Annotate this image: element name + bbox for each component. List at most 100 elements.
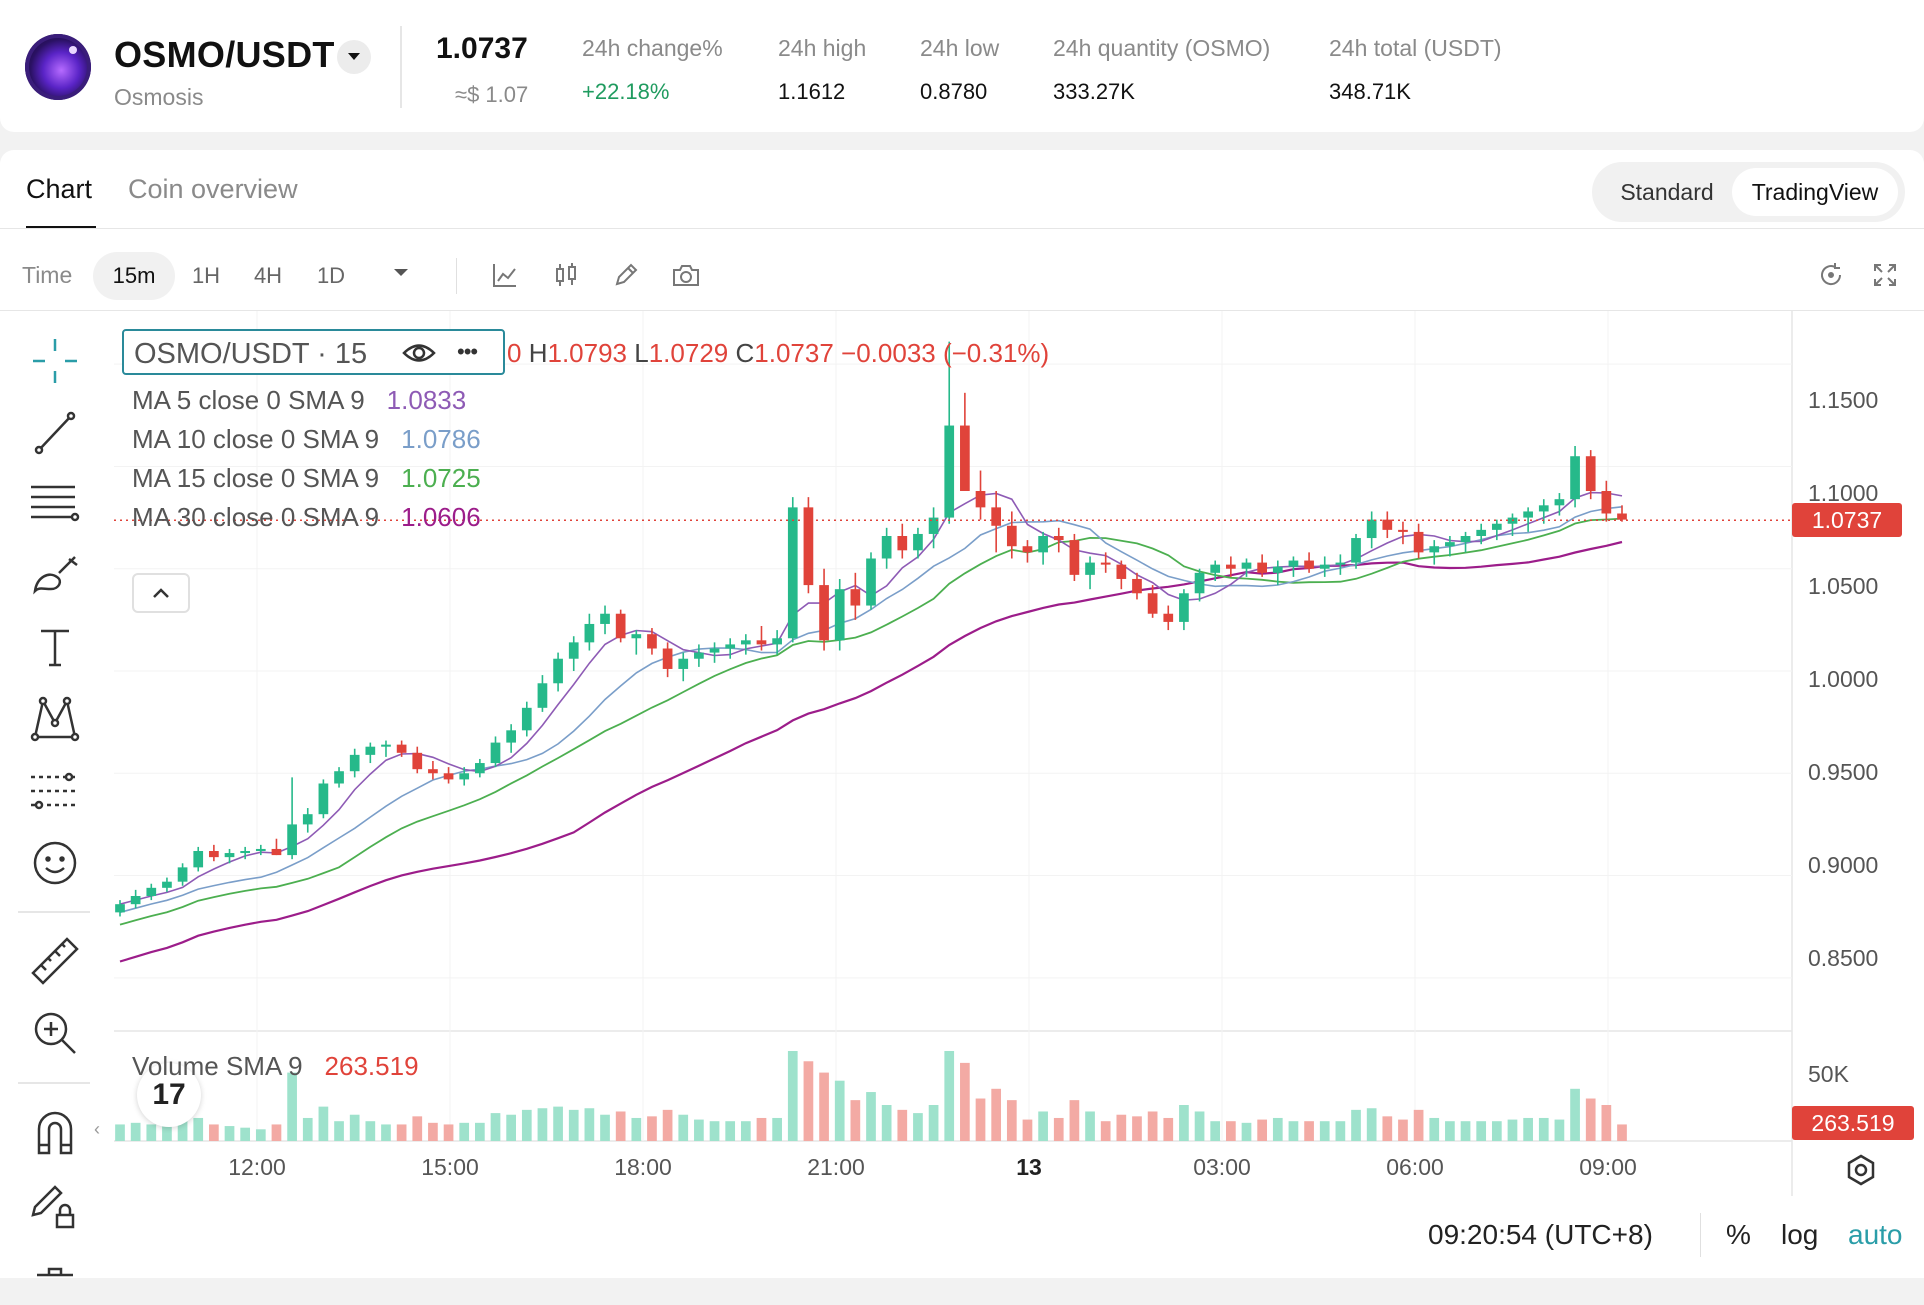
collapse-tools-arrow[interactable]: ‹ xyxy=(94,1119,100,1139)
timeframe-4h[interactable]: 4H xyxy=(253,263,283,288)
pair-name[interactable]: OSMO/USDT xyxy=(114,34,335,75)
volume-legend: Volume SMA 9 263.519 xyxy=(132,1051,419,1082)
collapse-legend-button[interactable] xyxy=(132,573,190,613)
candle-body xyxy=(412,752,423,770)
reset-chart-button[interactable] xyxy=(1814,258,1848,292)
candle-body xyxy=(1006,525,1017,547)
timeframe-15m[interactable]: 15m xyxy=(93,252,175,300)
parallel-lines-tool[interactable] xyxy=(24,475,86,531)
trend-line-tool[interactable] xyxy=(24,404,86,460)
zoom-tool[interactable] xyxy=(24,1005,86,1061)
magnet-icon xyxy=(37,1111,73,1155)
volume-bar xyxy=(1554,1119,1565,1141)
lines-icon xyxy=(31,485,80,522)
volume-bar xyxy=(1382,1116,1393,1141)
zoom-in-icon xyxy=(34,1012,76,1054)
candle-body xyxy=(1179,593,1189,622)
candle-body xyxy=(662,648,673,669)
chart-settings-icon[interactable] xyxy=(1844,1153,1878,1187)
candle-body xyxy=(772,638,782,645)
volume-bar xyxy=(1116,1114,1127,1141)
volume-bar xyxy=(928,1105,939,1141)
eye-icon[interactable] xyxy=(402,340,436,366)
volume-bar xyxy=(130,1122,141,1141)
ma15-value: 1.0725 xyxy=(401,463,481,493)
lock-drawing-tool[interactable] xyxy=(24,1177,86,1233)
volume-bar xyxy=(287,1072,297,1141)
drawing-button[interactable] xyxy=(609,258,643,292)
log-scale-button[interactable]: log xyxy=(1781,1219,1819,1250)
candle-body xyxy=(396,744,407,753)
candle-body xyxy=(443,773,454,780)
volume-bar xyxy=(787,1051,798,1141)
percent-scale-button[interactable]: % xyxy=(1726,1219,1751,1250)
candle-body xyxy=(850,589,861,606)
volume-bar xyxy=(600,1114,610,1141)
ruler-icon xyxy=(31,937,79,985)
candle-body xyxy=(162,881,172,888)
forecast-tool[interactable] xyxy=(24,763,86,819)
price-tick: 1.0500 xyxy=(1808,573,1879,599)
volume-bar xyxy=(1288,1121,1299,1141)
price-tick: 0.9000 xyxy=(1808,852,1879,878)
line-chart-icon xyxy=(493,264,516,287)
chart-type-button[interactable] xyxy=(549,258,583,292)
candle-body xyxy=(271,848,282,856)
view-tradingview-button[interactable]: TradingView xyxy=(1732,168,1898,216)
time-tick-day: 13 xyxy=(1016,1154,1042,1180)
volume-bar xyxy=(1304,1121,1314,1141)
tools-separator xyxy=(18,1082,90,1084)
volume-bar xyxy=(1460,1121,1471,1141)
indicators-button[interactable] xyxy=(488,258,522,292)
volume-bar xyxy=(1398,1119,1408,1141)
forecast-icon xyxy=(31,772,77,810)
tab-coin-overview[interactable]: Coin overview xyxy=(128,174,298,204)
trash-icon xyxy=(37,1267,73,1277)
pair-dropdown-button[interactable] xyxy=(337,40,371,74)
volume-bar xyxy=(819,1072,829,1141)
price-tick: 0.8500 xyxy=(1808,945,1879,971)
pattern-tool[interactable] xyxy=(24,691,86,747)
volume-bar xyxy=(271,1124,282,1141)
candle-body xyxy=(1382,519,1393,530)
ma30-line xyxy=(119,540,1623,963)
auto-scale-button[interactable]: auto xyxy=(1848,1219,1903,1250)
chart-toolbar: Time 15m 1H 4H 1D xyxy=(0,242,1924,310)
price-chart[interactable] xyxy=(0,311,1924,1278)
volume-bar xyxy=(1507,1119,1518,1141)
candle-body xyxy=(224,853,235,858)
text-tool[interactable] xyxy=(24,619,86,675)
candle-body xyxy=(428,769,438,774)
stat-value-change: +22.18% xyxy=(582,79,670,104)
ma10-value: 1.0786 xyxy=(401,424,481,454)
emoji-tool[interactable] xyxy=(24,835,86,891)
volume-bar xyxy=(177,1119,188,1141)
trash-tool[interactable] xyxy=(24,1249,86,1305)
tab-chart[interactable]: Chart xyxy=(26,174,93,204)
more-options-icon[interactable]: ••• xyxy=(457,339,478,364)
timeframe-more-button[interactable] xyxy=(390,262,412,284)
chart-area: ‹ OSMO/USDT · 15 ••• 0 H1.0793 L1.0729 C… xyxy=(0,311,1924,1278)
timeframe-1h[interactable]: 1H xyxy=(191,263,221,288)
volume-bar xyxy=(255,1129,266,1141)
candle-body xyxy=(897,536,908,551)
screenshot-button[interactable] xyxy=(669,258,703,292)
crosshair-tool[interactable] xyxy=(24,333,86,389)
volume-bar xyxy=(1226,1121,1236,1141)
brush-tool[interactable] xyxy=(24,547,86,603)
volume-bar xyxy=(146,1124,157,1141)
fullscreen-button[interactable] xyxy=(1868,258,1902,292)
magnet-tool[interactable] xyxy=(24,1105,86,1161)
timeframe-1d[interactable]: 1D xyxy=(316,263,346,288)
ma30-value: 1.0606 xyxy=(401,502,481,532)
view-standard-button[interactable]: Standard xyxy=(1620,178,1714,205)
candle-body xyxy=(631,634,642,639)
volume-bar xyxy=(193,1117,204,1141)
volume-bar xyxy=(740,1121,751,1141)
measure-tool[interactable] xyxy=(24,933,86,989)
volume-bar xyxy=(1351,1109,1361,1141)
volume-bar xyxy=(584,1108,595,1141)
symbol-legend[interactable]: OSMO/USDT · 15 ••• xyxy=(122,329,505,375)
candle-body xyxy=(115,904,125,913)
volume-bar xyxy=(1335,1121,1346,1141)
